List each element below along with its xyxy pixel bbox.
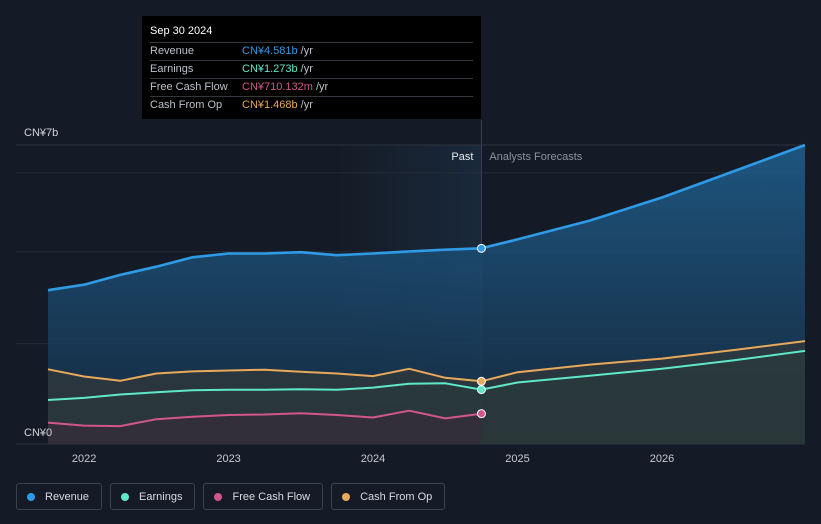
x-tick-label: 2022 (72, 453, 96, 465)
earnings-marker (476, 385, 486, 395)
legend-label: Free Cash Flow (232, 490, 311, 503)
tooltip-row-cash-from-op: Cash From Op CN¥1.468b /yr (150, 96, 473, 114)
tooltip-value: CN¥710.132m (242, 81, 313, 93)
tooltip-value: CN¥1.273b (242, 63, 298, 75)
legend-label: Revenue (45, 490, 90, 503)
legend-label: Earnings (139, 490, 183, 503)
legend-label: Cash From Op (360, 490, 433, 503)
tooltip-unit: /yr (315, 81, 329, 93)
tooltip-label: Free Cash Flow (150, 81, 228, 93)
hover-tooltip: Sep 30 2024 Revenue CN¥4.581b /yr Earnin… (142, 16, 481, 119)
free-cash-flow-marker (476, 409, 486, 419)
cash-from-op-marker (476, 376, 486, 386)
tooltip-value: CN¥1.468b (242, 99, 298, 111)
legend-dot-icon (342, 492, 351, 501)
y-tick-label: CN¥7b (24, 127, 58, 139)
past-label: Past (451, 151, 473, 163)
legend-dot-icon (27, 492, 35, 501)
tooltip-value: CN¥4.581b (242, 45, 298, 57)
tooltip-row-earnings: Earnings CN¥1.273b /yr (150, 60, 473, 78)
tooltip-row-revenue: Revenue CN¥4.581b /yr (150, 42, 473, 60)
tooltip-row-free-cash-flow: Free Cash Flow CN¥710.132m /yr (150, 78, 473, 96)
free-cash-flow-line (47, 409, 482, 428)
x-tick-label: 2024 (361, 453, 385, 465)
legend-dot-icon (121, 492, 130, 501)
tooltip-unit: /yr (300, 63, 313, 75)
earnings-line (47, 349, 806, 401)
x-tick-label: 2025 (505, 453, 529, 465)
y-tick-label: CN¥0 (24, 427, 52, 439)
legend-item-revenue[interactable]: Revenue (16, 483, 103, 510)
x-tick-label: 2023 (216, 453, 240, 465)
legend-item-earnings[interactable]: Earnings (110, 483, 196, 510)
forecast-label: Analysts Forecasts (489, 151, 582, 163)
legend-dot-icon (214, 492, 223, 501)
free-cash-flow-area (48, 410, 482, 444)
tooltip-unit: /yr (300, 45, 313, 57)
tooltip-date: Sep 30 2024 (150, 25, 213, 37)
chart-legend: Revenue Earnings Free Cash Flow Cash Fro… (16, 483, 446, 510)
legend-item-cash-from-op[interactable]: Cash From Op (331, 483, 446, 510)
tooltip-label: Earnings (150, 63, 194, 75)
revenue-marker (476, 243, 486, 253)
legend-item-free-cash-flow[interactable]: Free Cash Flow (203, 483, 324, 510)
tooltip-label: Revenue (150, 45, 195, 57)
x-tick-label: 2026 (650, 453, 674, 465)
cash-from-op-line (47, 340, 806, 383)
tooltip-label: Cash From Op (150, 99, 223, 111)
revenue-line (47, 143, 806, 292)
tooltip-unit: /yr (300, 99, 313, 111)
